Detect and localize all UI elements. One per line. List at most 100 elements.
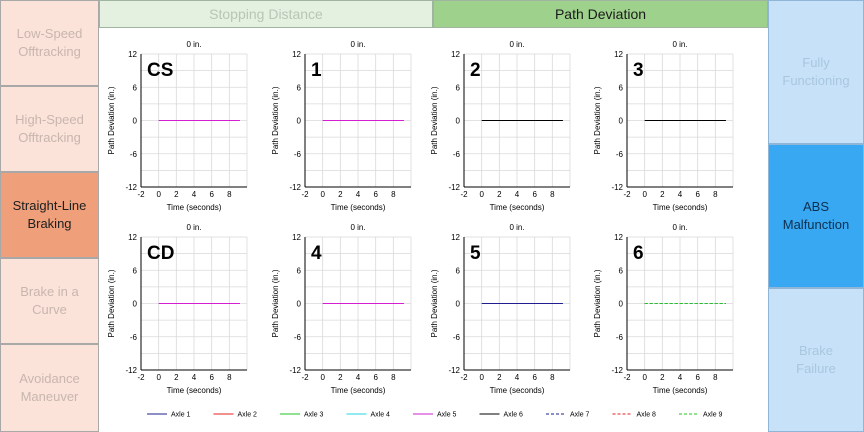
y-tick-label: 0 — [133, 117, 138, 126]
x-tick-label: 6 — [695, 190, 700, 199]
path-deviation-plots: 12 6 0 -6 -12 -2 0 2 4 6 8 0 in. Time (seconds) Path … — [99, 28, 768, 432]
x-axis-label: Time (seconds) — [167, 386, 222, 395]
y-tick-label: 12 — [451, 50, 460, 59]
x-tick-label: 2 — [497, 373, 502, 382]
y-tick-label: -6 — [616, 150, 624, 159]
menu-label-line: Offtracking — [18, 44, 81, 59]
menu-label-line: Low-Speed — [16, 26, 83, 41]
x-tick-label: -2 — [301, 190, 309, 199]
y-tick-label: 6 — [297, 83, 302, 92]
x-tick-label: -2 — [623, 190, 631, 199]
x-tick-label: -2 — [137, 190, 145, 199]
menu-label-line: Brake in a — [20, 284, 79, 299]
y-tick-label: -12 — [289, 183, 301, 192]
y-tick-label: -12 — [611, 183, 623, 192]
y-tick-label: 12 — [128, 50, 137, 59]
x-axis-label: Time (seconds) — [331, 203, 386, 212]
plot-title: 0 in. — [186, 40, 201, 49]
panel-label: 3 — [633, 60, 644, 81]
y-tick-label: -6 — [130, 333, 138, 342]
x-tick-label: 6 — [532, 190, 537, 199]
y-tick-label: 0 — [619, 117, 624, 126]
x-tick-label: 6 — [209, 373, 214, 382]
y-tick-label: 6 — [297, 266, 302, 275]
condition-label-line: ABS — [802, 199, 829, 214]
y-tick-label: -6 — [294, 150, 302, 159]
y-axis-label: Path Deviation (in.) — [593, 269, 602, 337]
x-tick-label: 2 — [660, 373, 665, 382]
condition-abs-malfunction[interactable]: ABS Malfunction — [768, 144, 864, 288]
y-tick-label: -12 — [448, 366, 460, 375]
panel-label: 1 — [311, 60, 322, 81]
y-tick-label: 6 — [619, 266, 624, 275]
plot-title: 0 in. — [672, 223, 687, 232]
legend-label: Axle 1 — [171, 412, 191, 419]
y-tick-label: 0 — [297, 117, 302, 126]
condition-label-line: Brake — [799, 343, 833, 358]
x-tick-label: 2 — [174, 190, 179, 199]
panel-label: 6 — [633, 243, 644, 264]
x-tick-label: 4 — [356, 190, 361, 199]
x-tick-label: 8 — [550, 373, 555, 382]
menu-label-line: Straight-Line — [12, 198, 87, 213]
x-tick-label: 8 — [713, 190, 718, 199]
y-axis-label: Path Deviation (in.) — [107, 269, 116, 337]
y-tick-label: 0 — [456, 117, 461, 126]
x-tick-label: 6 — [373, 373, 378, 382]
y-tick-label: 6 — [456, 266, 461, 275]
x-tick-label: 0 — [156, 190, 161, 199]
x-tick-label: 2 — [338, 373, 343, 382]
y-tick-label: 12 — [451, 233, 460, 242]
x-tick-label: 0 — [642, 190, 647, 199]
tab-stopping-distance[interactable]: Stopping Distance — [99, 0, 433, 28]
condition-brake-failure[interactable]: Brake Failure — [768, 288, 864, 432]
legend-label: Axle 5 — [437, 412, 457, 419]
x-tick-label: 8 — [391, 373, 396, 382]
x-tick-label: 4 — [678, 190, 683, 199]
x-tick-label: 0 — [320, 373, 325, 382]
x-axis-label: Time (seconds) — [653, 203, 708, 212]
legend-label: Axle 2 — [238, 412, 258, 419]
y-tick-label: -6 — [453, 333, 461, 342]
panel-label: 5 — [470, 243, 481, 264]
x-tick-label: 4 — [515, 190, 520, 199]
menu-avoidance-maneuver[interactable]: Avoidance Maneuver — [0, 344, 99, 432]
y-tick-label: 12 — [292, 50, 301, 59]
condition-label-line: Fully — [802, 55, 830, 70]
x-tick-label: -2 — [137, 373, 145, 382]
x-axis-label: Time (seconds) — [490, 203, 545, 212]
y-tick-label: 0 — [456, 300, 461, 309]
x-tick-label: 0 — [479, 190, 484, 199]
x-axis-label: Time (seconds) — [331, 386, 386, 395]
x-tick-label: 6 — [695, 373, 700, 382]
x-tick-label: 0 — [156, 373, 161, 382]
y-axis-label: Path Deviation (in.) — [593, 86, 602, 154]
menu-label-line: Maneuver — [20, 389, 79, 404]
y-tick-label: 12 — [614, 50, 623, 59]
y-tick-label: 0 — [619, 300, 624, 309]
x-tick-label: 4 — [356, 373, 361, 382]
menu-low-speed-offtracking[interactable]: Low-Speed Offtracking — [0, 0, 99, 86]
y-tick-label: 12 — [128, 233, 137, 242]
x-tick-label: 0 — [320, 190, 325, 199]
condition-label-line: Malfunction — [782, 217, 850, 232]
x-tick-label: 8 — [227, 190, 232, 199]
x-tick-label: 4 — [678, 373, 683, 382]
menu-high-speed-offtracking[interactable]: High-Speed Offtracking — [0, 86, 99, 172]
x-tick-label: 4 — [192, 190, 197, 199]
x-tick-label: -2 — [460, 190, 468, 199]
menu-straight-line-braking[interactable]: Straight-Line Braking — [0, 172, 99, 258]
plot-title: 0 in. — [350, 223, 365, 232]
menu-brake-in-a-curve[interactable]: Brake in a Curve — [0, 258, 99, 344]
panel-label: 2 — [470, 60, 481, 81]
y-axis-label: Path Deviation (in.) — [107, 86, 116, 154]
panel-label: 4 — [311, 243, 322, 264]
legend-label: Axle 6 — [504, 412, 524, 419]
tab-path-deviation[interactable]: Path Deviation — [433, 0, 768, 28]
y-tick-label: -6 — [616, 333, 624, 342]
y-tick-label: 0 — [297, 300, 302, 309]
x-tick-label: 4 — [192, 373, 197, 382]
panel-label: CS — [147, 60, 173, 81]
condition-fully-functioning[interactable]: Fully Functioning — [768, 0, 864, 144]
